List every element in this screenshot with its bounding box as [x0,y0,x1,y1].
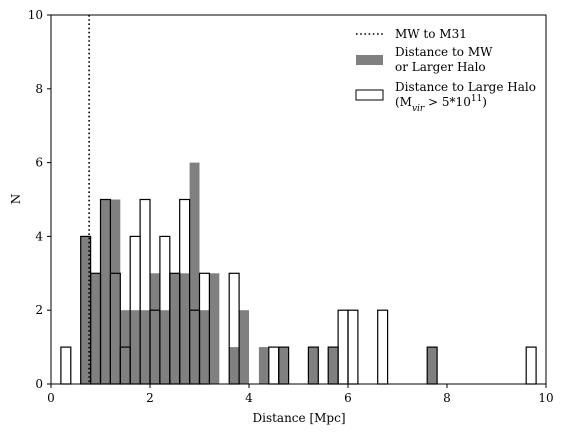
x-tick-label: 8 [443,391,451,405]
outline-bar [268,346,280,385]
legend-label-distance-to-mw-line1: Distance to MW [395,45,493,59]
legend-label-large-halo-line1: Distance to Large Halo [395,80,536,94]
filled-bar [278,347,289,384]
filled-bar [140,310,150,384]
filled-bar [427,347,438,384]
outline-bar [347,309,359,385]
filled-bar [209,273,220,384]
filled-bar [169,273,180,384]
filled-bars-group [80,162,438,384]
x-tick-label: 4 [245,391,253,405]
outline-bar [377,309,389,385]
x-tick-label: 6 [344,391,352,405]
outline-bar [337,309,349,385]
axis-ticks-group: 0 2 4 6 8 10 0 2 4 6 8 10 [28,8,554,405]
y-tick-label: 8 [35,82,43,96]
x-tick-label: 2 [146,391,154,405]
x-axis-label: Distance [Mpc] [252,411,345,425]
y-tick-label: 6 [35,156,43,170]
plot-area-frame [50,14,547,385]
legend-swatch-distance-to-mw [356,55,383,65]
filled-bar [80,236,91,384]
x-tick-label: 10 [538,391,553,405]
legend-label-mw-to-m31: MW to M31 [395,27,467,41]
legend-label-distance-to-large-halo: Distance to Large Halo (Mvir > 5*1011) [395,80,540,114]
y-tick-label: 10 [28,8,43,22]
y-tick-label: 4 [35,229,43,243]
legend-label-large-halo-line2: (Mvir > 5*1011) [395,94,487,114]
x-tick-label: 0 [47,391,55,405]
y-axis-label: N [9,194,23,205]
filled-bar [130,310,141,384]
filled-bar [90,273,101,384]
legend-swatch-distance-to-large-halo [355,89,384,101]
filled-bar [199,310,210,384]
filled-bar [239,310,249,384]
outline-bar [60,346,72,385]
y-tick-label: 0 [35,377,43,391]
filled-bar [159,310,170,384]
filled-bar [258,347,269,384]
filled-bar [328,347,339,384]
filled-bar [100,199,111,384]
legend: MW to M31 Distance to MW or Larger Halo … [355,27,540,114]
filled-bar [308,347,319,384]
filled-bar [189,162,200,384]
y-tick-label: 2 [35,303,43,317]
legend-label-distance-to-mw-line2: or Larger Halo [395,60,486,74]
outline-bar [525,346,537,385]
filled-bar [150,273,160,384]
legend-label-distance-to-mw: Distance to MW or Larger Halo [395,45,496,74]
filled-bar [229,347,240,384]
filled-bar [110,199,121,384]
filled-bar [179,273,190,384]
